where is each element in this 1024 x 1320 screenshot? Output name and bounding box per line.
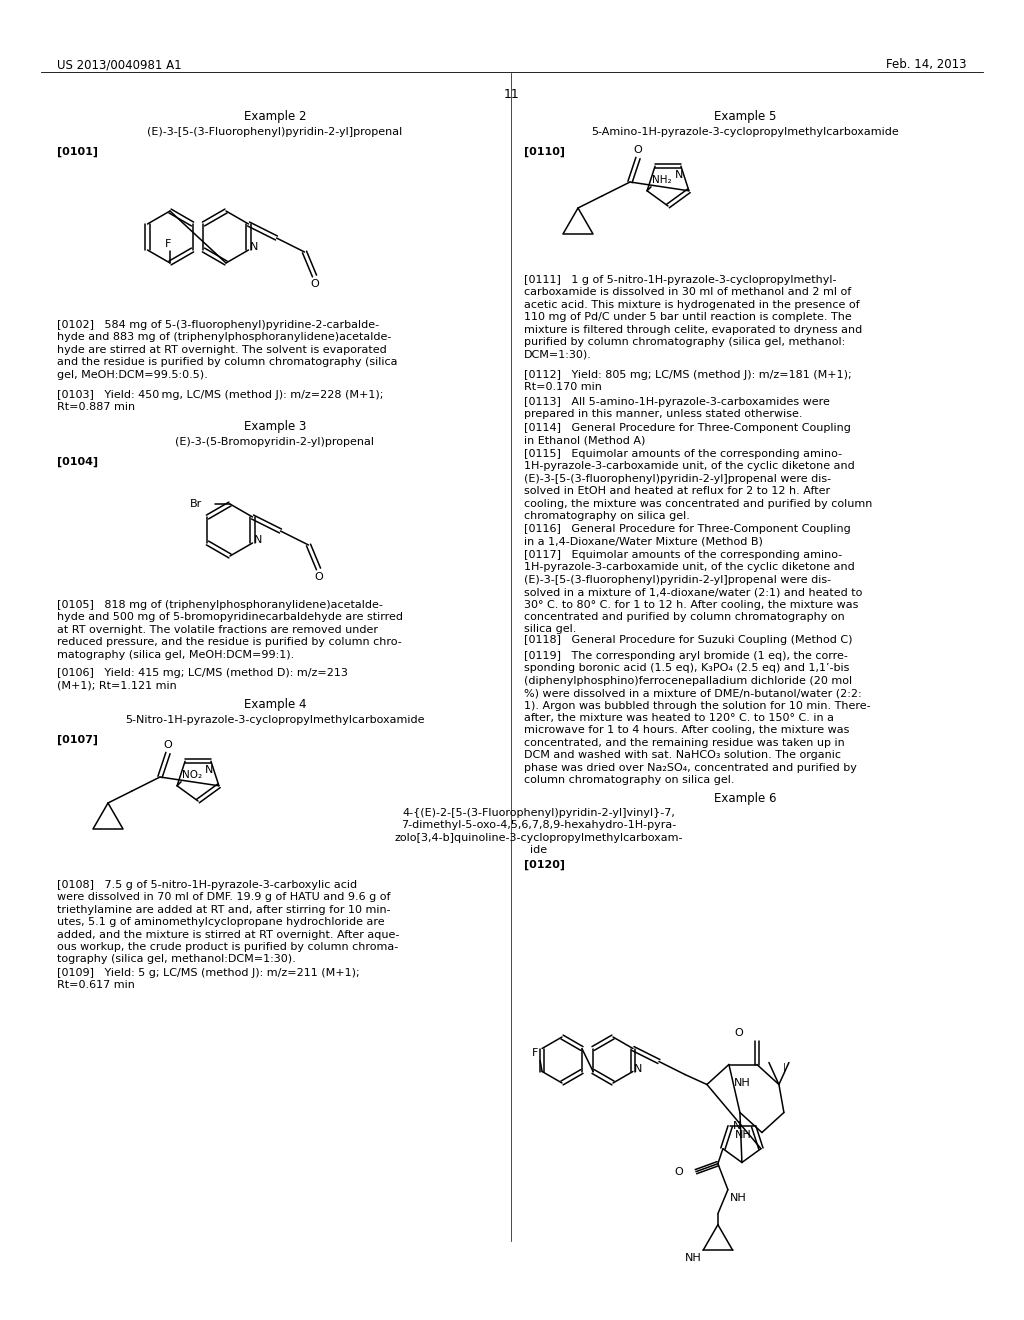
Text: |: | [782, 1063, 785, 1073]
Text: O: O [164, 741, 172, 750]
Text: US 2013/0040981 A1: US 2013/0040981 A1 [57, 58, 181, 71]
Text: [0103]   Yield: 450 mg, LC/MS (method J): m/z=228 (M+1);
Rt=0.887 min: [0103] Yield: 450 mg, LC/MS (method J): … [57, 389, 383, 412]
Text: O: O [734, 1027, 743, 1038]
Text: [0120]: [0120] [524, 861, 565, 870]
Text: Example 4: Example 4 [244, 698, 306, 711]
Text: Example 6: Example 6 [714, 792, 776, 805]
Text: Example 5: Example 5 [714, 110, 776, 123]
Text: Example 3: Example 3 [244, 420, 306, 433]
Text: (E)-3-(5-Bromopyridin-2-yl)propenal: (E)-3-(5-Bromopyridin-2-yl)propenal [175, 437, 375, 447]
Text: [0109]   Yield: 5 g; LC/MS (method J): m/z=211 (M+1);
Rt=0.617 min: [0109] Yield: 5 g; LC/MS (method J): m/z… [57, 968, 359, 990]
Text: 4-{(E)-2-[5-(3-Fluorophenyl)pyridin-2-yl]vinyl}-7,
7-dimethyl-5-oxo-4,5,6,7,8,9-: 4-{(E)-2-[5-(3-Fluorophenyl)pyridin-2-yl… [394, 808, 683, 855]
Text: N: N [205, 766, 213, 775]
Text: N: N [733, 1121, 741, 1131]
Text: [0110]: [0110] [524, 147, 565, 157]
Text: NH: NH [730, 1193, 746, 1203]
Text: [0106]   Yield: 415 mg; LC/MS (method D): m/z=213
(M+1); Rt=1.121 min: [0106] Yield: 415 mg; LC/MS (method D): … [57, 668, 348, 690]
Text: NH: NH [734, 1078, 751, 1089]
Text: NO₂: NO₂ [182, 770, 202, 780]
Text: NH: NH [684, 1253, 701, 1263]
Text: [0108]   7.5 g of 5-nitro-1H-pyrazole-3-carboxylic acid
were dissolved in 70 ml : [0108] 7.5 g of 5-nitro-1H-pyrazole-3-ca… [57, 880, 399, 965]
Text: 5-Amino-1H-pyrazole-3-cyclopropylmethylcarboxamide: 5-Amino-1H-pyrazole-3-cyclopropylmethylc… [591, 127, 899, 137]
Text: [0119]   The corresponding aryl bromide (1 eq), the corre-
sponding boronic acid: [0119] The corresponding aryl bromide (1… [524, 651, 870, 785]
Text: [0112]   Yield: 805 mg; LC/MS (method J): m/z=181 (M+1);
Rt=0.170 min: [0112] Yield: 805 mg; LC/MS (method J): … [524, 370, 852, 392]
Text: O: O [674, 1167, 683, 1176]
Text: O: O [314, 572, 323, 582]
Text: Example 2: Example 2 [244, 110, 306, 123]
Text: N: N [250, 242, 258, 252]
Text: [0117]   Equimolar amounts of the corresponding amino-
1H-pyrazole-3-carboxamide: [0117] Equimolar amounts of the correspo… [524, 550, 862, 635]
Text: [0102]   584 mg of 5-(3-fluorophenyl)pyridine-2-carbalde-
hyde and 883 mg of (tr: [0102] 584 mg of 5-(3-fluorophenyl)pyrid… [57, 319, 397, 380]
Text: F: F [165, 239, 171, 249]
Text: N: N [254, 535, 262, 545]
Text: Br: Br [189, 499, 202, 510]
Text: [0118]   General Procedure for Suzuki Coupling (Method C): [0118] General Procedure for Suzuki Coup… [524, 635, 853, 645]
Text: N: N [634, 1064, 642, 1073]
Text: [0111]   1 g of 5-nitro-1H-pyrazole-3-cyclopropylmethyl-
carboxamide is dissolve: [0111] 1 g of 5-nitro-1H-pyrazole-3-cycl… [524, 275, 862, 359]
Text: 11: 11 [504, 88, 520, 102]
Text: NH: NH [735, 1130, 752, 1140]
Text: (E)-3-[5-(3-Fluorophenyl)pyridin-2-yl]propenal: (E)-3-[5-(3-Fluorophenyl)pyridin-2-yl]pr… [147, 127, 402, 137]
Text: Feb. 14, 2013: Feb. 14, 2013 [887, 58, 967, 71]
Text: [0115]   Equimolar amounts of the corresponding amino-
1H-pyrazole-3-carboxamide: [0115] Equimolar amounts of the correspo… [524, 449, 872, 521]
Text: [0116]   General Procedure for Three-Component Coupling
in a 1,4-Dioxane/Water M: [0116] General Procedure for Three-Compo… [524, 524, 851, 546]
Text: [0113]   All 5-amino-1H-pyrazole-3-carboxamides were
prepared in this manner, un: [0113] All 5-amino-1H-pyrazole-3-carboxa… [524, 397, 829, 420]
Text: [0104]: [0104] [57, 457, 98, 467]
Text: [0105]   818 mg of (triphenylphosphoranylidene)acetalde-
hyde and 500 mg of 5-br: [0105] 818 mg of (triphenylphosphoranyli… [57, 601, 403, 660]
Text: NH₂: NH₂ [652, 174, 672, 185]
Text: 5-Nitro-1H-pyrazole-3-cyclopropylmethylcarboxamide: 5-Nitro-1H-pyrazole-3-cyclopropylmethylc… [125, 715, 425, 725]
Text: O: O [310, 279, 318, 289]
Text: [0114]   General Procedure for Three-Component Coupling
in Ethanol (Method A): [0114] General Procedure for Three-Compo… [524, 422, 851, 445]
Text: [0107]: [0107] [57, 735, 98, 746]
Text: N: N [675, 170, 683, 181]
Text: O: O [634, 145, 642, 154]
Text: [0101]: [0101] [57, 147, 98, 157]
Text: F: F [531, 1048, 538, 1059]
